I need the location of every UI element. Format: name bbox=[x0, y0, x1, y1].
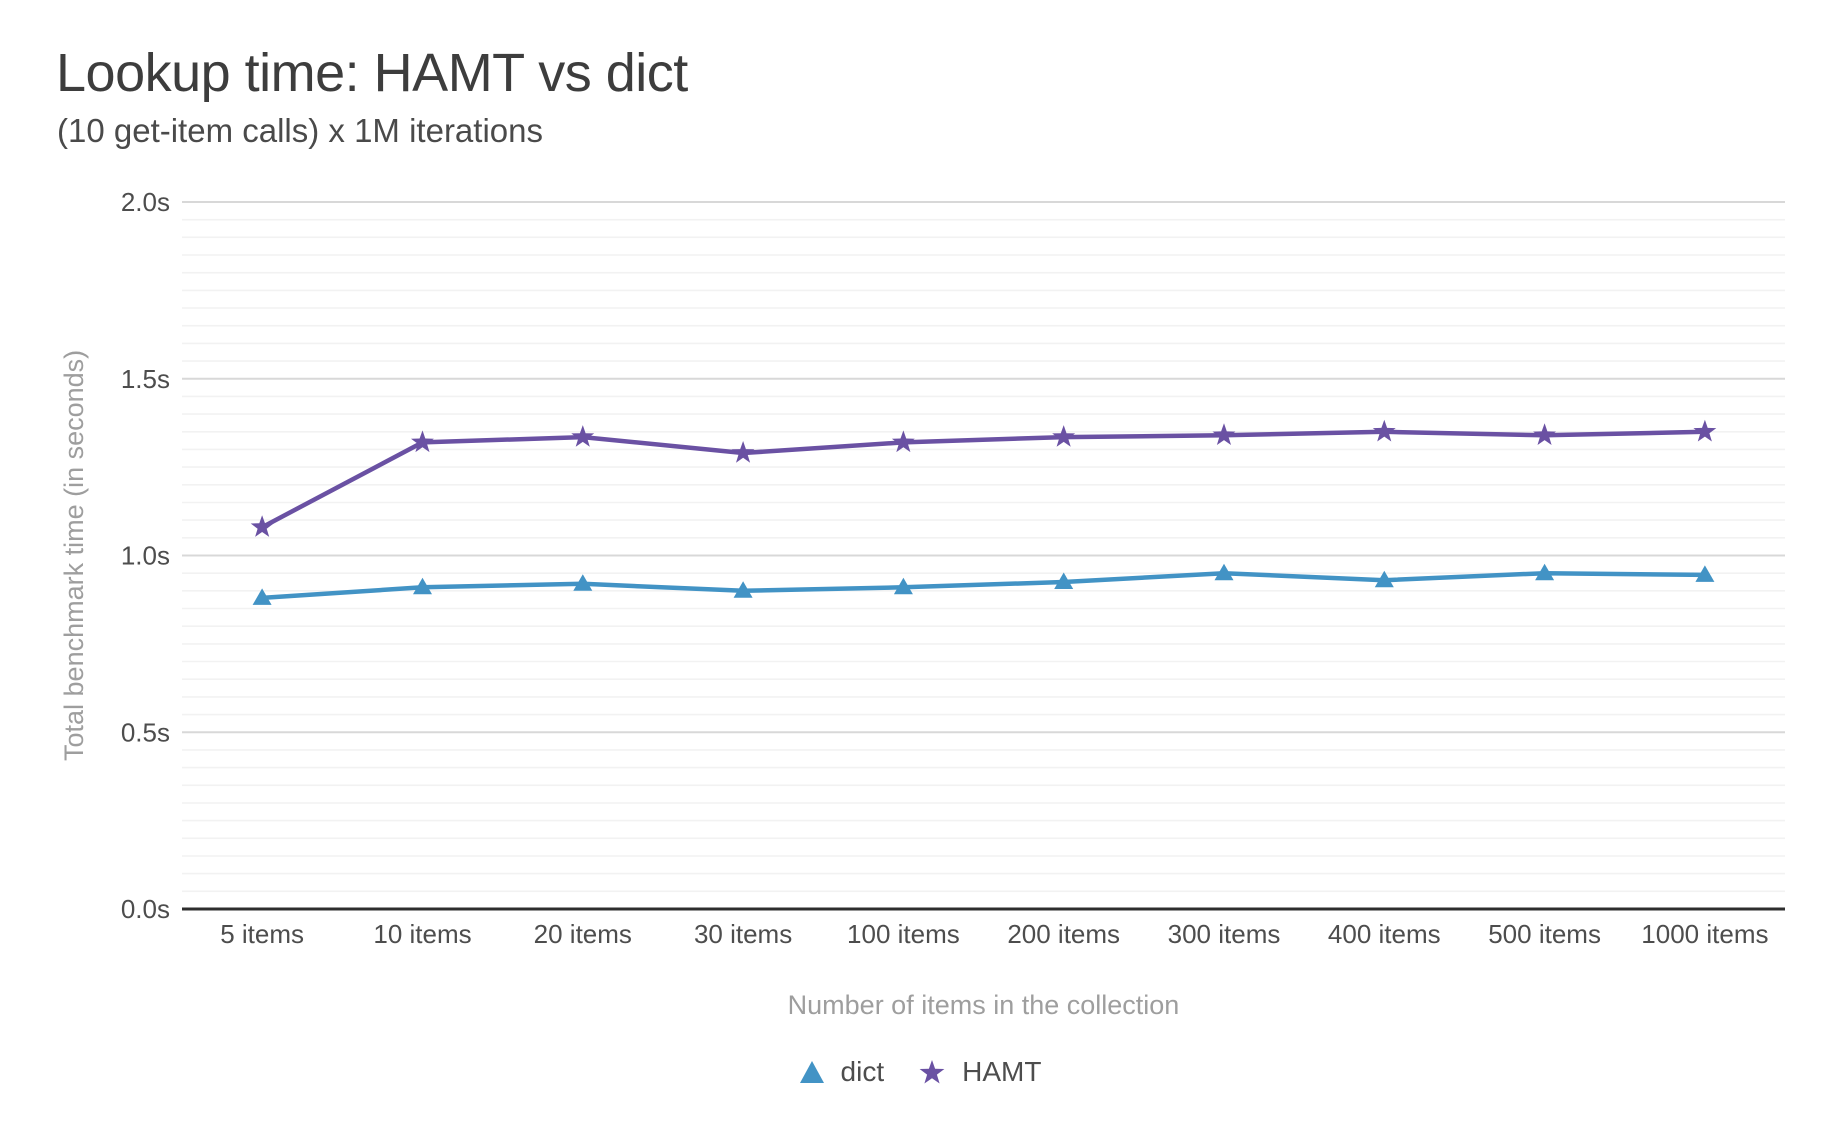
hamt-point-marker bbox=[411, 430, 434, 453]
x-tick-label: 20 items bbox=[534, 919, 632, 949]
dict-point-marker bbox=[1695, 565, 1715, 582]
hamt-point-marker bbox=[1693, 419, 1717, 442]
dict-point-marker bbox=[1535, 563, 1555, 581]
hamt-line bbox=[259, 429, 1708, 530]
x-tick-label: 5 items bbox=[220, 919, 304, 949]
legend-item-dict: dict bbox=[799, 1056, 885, 1088]
dict-point-marker bbox=[1214, 563, 1234, 581]
legend: dict HAMT bbox=[0, 1056, 1840, 1088]
x-tick-label: 10 items bbox=[373, 919, 471, 949]
triangle-marker-icon bbox=[799, 1061, 824, 1083]
y-tick-label: 2.0s bbox=[121, 187, 170, 217]
dict-point-marker bbox=[1374, 570, 1394, 588]
x-tick-label: 1000 items bbox=[1641, 919, 1768, 949]
x-tick-label: 200 items bbox=[1007, 919, 1120, 949]
y-tick-label: 1.0s bbox=[121, 541, 170, 571]
x-axis-title: Number of items in the collection bbox=[787, 990, 1180, 1020]
dict-point-marker bbox=[252, 588, 272, 605]
x-tick-label: 400 items bbox=[1328, 919, 1441, 949]
legend-label-hamt: HAMT bbox=[962, 1056, 1042, 1087]
legend-item-hamt: HAMT bbox=[918, 1056, 1041, 1088]
chart-title: Lookup time: HAMT vs dict bbox=[56, 43, 688, 103]
hamt-point-marker bbox=[1052, 425, 1076, 447]
hamt-point-marker bbox=[571, 425, 595, 447]
hamt-point-marker bbox=[1372, 419, 1396, 442]
y-tick-label: 0.5s bbox=[121, 717, 170, 747]
y-axis-title: Total benchmark time (in seconds) bbox=[59, 349, 89, 762]
dict-point-marker bbox=[893, 577, 913, 595]
dict-point-marker bbox=[1054, 572, 1074, 589]
y-tick-label: 1.5s bbox=[121, 364, 170, 394]
legend-label-dict: dict bbox=[840, 1056, 885, 1087]
x-tick-label: 300 items bbox=[1168, 919, 1281, 949]
dict-point-marker bbox=[733, 581, 753, 598]
dict-line bbox=[259, 570, 1708, 601]
y-tick-label: 0.0s bbox=[121, 894, 170, 924]
dict-point-marker bbox=[573, 574, 593, 591]
x-tick-label: 500 items bbox=[1488, 919, 1601, 949]
hamt-point-marker bbox=[1212, 423, 1236, 445]
dict-point-marker bbox=[413, 577, 432, 595]
star-marker-icon bbox=[919, 1060, 945, 1084]
hamt-point-marker bbox=[731, 441, 755, 463]
hamt-point-marker bbox=[1533, 423, 1556, 445]
chart-subtitle: (10 get-item calls) x 1M iterations bbox=[57, 112, 543, 149]
x-tick-label: 100 items bbox=[847, 919, 960, 949]
hamt-point-marker bbox=[891, 430, 915, 453]
x-tick-label: 30 items bbox=[694, 919, 792, 949]
hamt-point-marker bbox=[250, 515, 274, 537]
